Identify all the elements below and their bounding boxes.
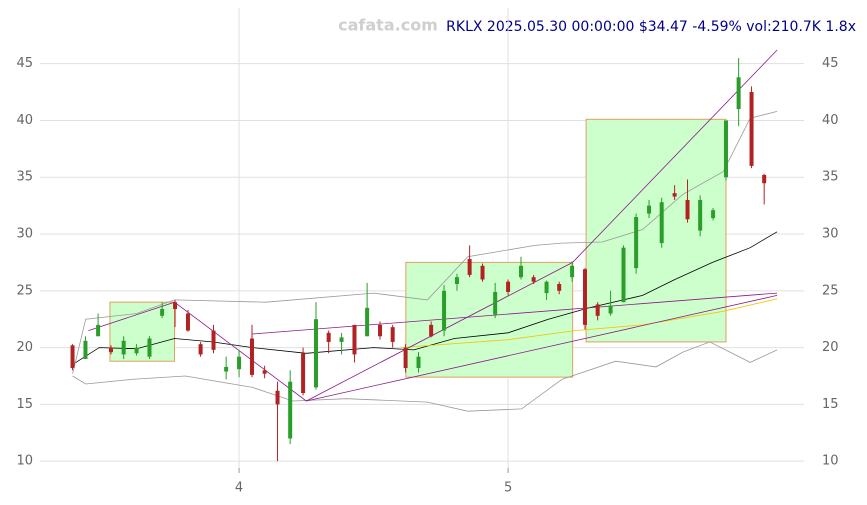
y-tick-label: 45 <box>16 56 33 71</box>
line <box>72 341 778 412</box>
y-tick-label-right: 15 <box>822 397 839 412</box>
candle-body <box>685 199 690 220</box>
candle-body <box>390 327 395 342</box>
x-tick-label: 5 <box>504 481 512 496</box>
y-tick-label: 30 <box>16 227 33 242</box>
candle-body <box>442 290 447 331</box>
candle-body <box>608 305 613 314</box>
candle-body <box>416 356 421 369</box>
candle-body <box>275 390 280 405</box>
chart-title: RKLX 2025.05.30 00:00:00 $34.47 -4.59% v… <box>446 19 856 35</box>
candle-body <box>403 347 408 369</box>
y-tick-label: 25 <box>16 283 33 298</box>
candle-body <box>647 205 652 214</box>
y-tick-label-right: 20 <box>822 340 839 355</box>
candle-body <box>121 340 126 355</box>
zone <box>585 118 727 343</box>
candle-body <box>595 304 600 316</box>
line <box>252 292 778 335</box>
candle-body <box>634 216 639 269</box>
y-tick-label-right: 45 <box>822 56 839 71</box>
zone <box>109 301 176 362</box>
candle-body <box>147 338 152 357</box>
candle-body <box>583 269 588 325</box>
candle-body <box>301 353 306 394</box>
candle-body <box>711 210 716 219</box>
candle-body <box>198 344 203 355</box>
y-tick-label-right: 40 <box>822 113 839 128</box>
y-tick-label-right: 35 <box>822 170 839 185</box>
candle-body <box>454 277 459 284</box>
candle-body <box>96 324 101 337</box>
candle-body <box>467 259 472 275</box>
line <box>306 295 778 402</box>
candle-body <box>70 345 75 369</box>
candle-body <box>698 199 703 231</box>
candle-body <box>160 308 165 316</box>
y-tick-label-right: 25 <box>822 283 839 298</box>
x-tick-label: 4 <box>235 481 243 496</box>
candle-body <box>659 202 664 244</box>
candle-body <box>672 193 677 197</box>
candle-body <box>518 265 523 278</box>
candle-body <box>378 324 383 337</box>
line <box>400 298 778 348</box>
candle-body <box>134 347 139 354</box>
candle-body <box>211 330 216 350</box>
candle-body <box>506 281 511 292</box>
candle-body <box>480 265 485 280</box>
y-tick-label: 35 <box>16 170 33 185</box>
candle-body <box>429 324 434 337</box>
candle-body <box>339 337 344 342</box>
candle-body <box>224 366 229 372</box>
y-tick-label: 15 <box>16 397 33 412</box>
candle-body <box>314 319 319 388</box>
candle-body <box>249 338 254 375</box>
candle-body <box>544 281 549 294</box>
line <box>72 111 778 374</box>
y-tick-label-right: 10 <box>822 454 839 469</box>
watermark: cafata.com <box>338 16 438 35</box>
candle-body <box>570 265 575 278</box>
line <box>72 231 778 365</box>
candle-body <box>262 370 267 374</box>
y-tick-label-right: 30 <box>822 227 839 242</box>
candle-body <box>173 302 178 309</box>
candle-body <box>185 313 190 331</box>
y-tick-label: 10 <box>16 454 33 469</box>
candle-body <box>557 284 562 291</box>
candle-body <box>83 340 88 359</box>
y-tick-label: 40 <box>16 113 33 128</box>
candle-body <box>749 92 754 166</box>
candle-body <box>723 120 728 178</box>
candle-body <box>365 307 370 337</box>
candle-body <box>493 291 498 315</box>
candle-body <box>109 347 114 353</box>
candle-body <box>288 381 293 439</box>
zone <box>405 261 574 378</box>
candle-body <box>352 324 357 355</box>
candle-body <box>621 247 626 303</box>
candle-body <box>326 332 331 342</box>
candle-body <box>531 277 536 282</box>
candle-body <box>762 174 767 184</box>
y-tick-label: 20 <box>16 340 33 355</box>
candle-body <box>736 77 741 110</box>
candle-body <box>237 356 242 370</box>
